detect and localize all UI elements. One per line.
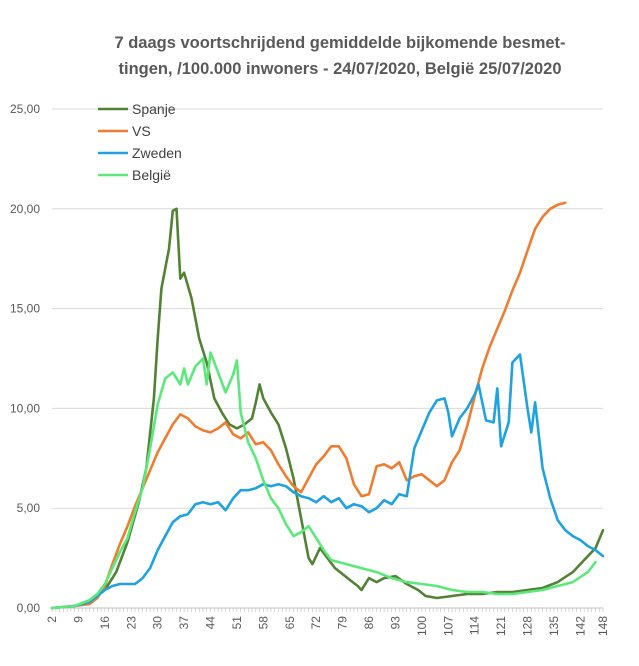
series-line-belgi- [50,351,597,610]
legend-label: Zweden [132,145,182,161]
x-tick-label: 58 [256,616,270,630]
x-tick-label: 30 [151,616,165,630]
x-tick-label: 135 [547,616,561,636]
y-tick-label: 0,00 [17,601,41,615]
y-tick-label: 15,00 [10,302,40,316]
chart-title-line-2: tingen, /100.000 inwoners - 24/07/2020, … [118,60,562,78]
y-tick-label: 20,00 [10,202,40,216]
x-tick-label: 23 [124,616,138,630]
series-line-vs [50,201,567,610]
x-tick-label: 114 [468,616,482,635]
x-tick-label: 44 [204,616,218,630]
x-tick-label: 148 [596,616,610,636]
y-tick-label: 10,00 [10,401,40,415]
x-tick-label: 16 [98,616,112,630]
y-tick-label: 5,00 [17,501,41,515]
x-tick-label: 100 [415,616,429,636]
x-tick-label: 93 [388,616,402,630]
series-line-spanje [50,207,605,610]
chart-title: 7 daags voortschrijdend gemiddelde bijko… [60,30,620,82]
y-tick-label: 25,00 [10,102,40,116]
chart-title-line-1: 7 daags voortschrijdend gemiddelde bijko… [114,34,566,52]
x-tick-label: 107 [441,616,455,636]
x-tick-label: 128 [521,616,535,636]
x-tick-label: 72 [309,616,323,630]
x-axis: 2 9 16 23 30 37 44 51 58 65 72 79 86 93 100 107 114 121 12… [45,607,610,636]
legend: Spanje VS Zweden België [98,101,182,183]
x-tick-label: 2 [45,616,59,623]
x-tick-label: 37 [177,616,191,630]
gridlines [52,108,603,509]
x-tick-label: 142 [573,616,587,636]
x-tick-label: 65 [283,616,297,630]
series-line-zweden [50,353,605,610]
x-tick-label: 9 [71,616,85,623]
legend-label: VS [132,123,151,139]
legend-label: België [132,167,171,183]
y-axis-ticks: 0,00 5,00 10,00 15,00 20,00 25,00 [10,102,40,615]
legend-label: Spanje [132,101,176,117]
x-tick-label: 79 [336,616,350,630]
x-tick-label: 86 [362,616,376,630]
x-tick-label: 121 [494,616,508,636]
x-tick-label: 51 [230,616,244,630]
series-lines [50,201,605,610]
